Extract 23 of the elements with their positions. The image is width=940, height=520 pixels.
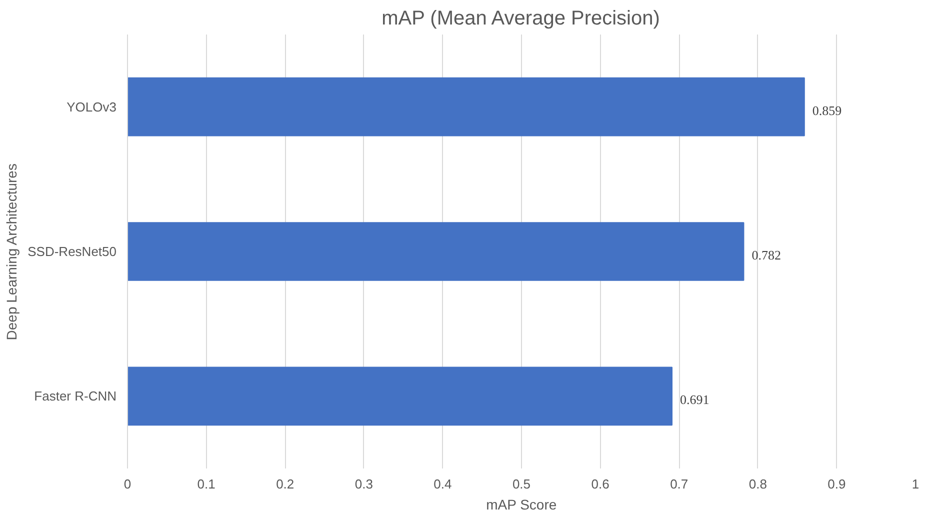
x-axis-title: mAP Score bbox=[486, 496, 557, 512]
bar bbox=[128, 366, 673, 426]
x-tick-label: 0.6 bbox=[591, 476, 610, 492]
data-label: 0.691 bbox=[680, 392, 710, 408]
x-tick-label: 0.1 bbox=[197, 476, 216, 492]
x-tick-label: 1 bbox=[912, 476, 920, 492]
data-label: 0.782 bbox=[752, 248, 781, 262]
y-tick-label: SSD-ResNet50 bbox=[28, 244, 117, 259]
x-tick-label: 0.2 bbox=[276, 476, 294, 492]
chart-title: mAP (Mean Average Precision) bbox=[382, 8, 660, 30]
x-tick-label: 0.8 bbox=[748, 476, 767, 492]
y-tick-label: Faster R-CNN bbox=[34, 388, 117, 404]
x-tick-label: 0.4 bbox=[434, 476, 452, 492]
x-tick-label: 0.5 bbox=[512, 476, 531, 492]
data-label: 0.859 bbox=[812, 102, 842, 118]
x-tick-label: 0 bbox=[124, 476, 132, 492]
bar bbox=[128, 77, 805, 136]
x-tick-label: 0.9 bbox=[828, 476, 846, 492]
bar bbox=[128, 222, 744, 281]
x-tick-label: 0.3 bbox=[354, 476, 373, 492]
y-tick-label: YOLOv3 bbox=[66, 99, 117, 114]
y-axis-title: Deep Learning Architectures bbox=[4, 164, 20, 340]
x-tick-label: 0.7 bbox=[670, 476, 688, 492]
